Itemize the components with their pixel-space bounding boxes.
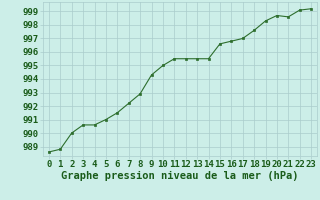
X-axis label: Graphe pression niveau de la mer (hPa): Graphe pression niveau de la mer (hPa): [61, 171, 299, 181]
